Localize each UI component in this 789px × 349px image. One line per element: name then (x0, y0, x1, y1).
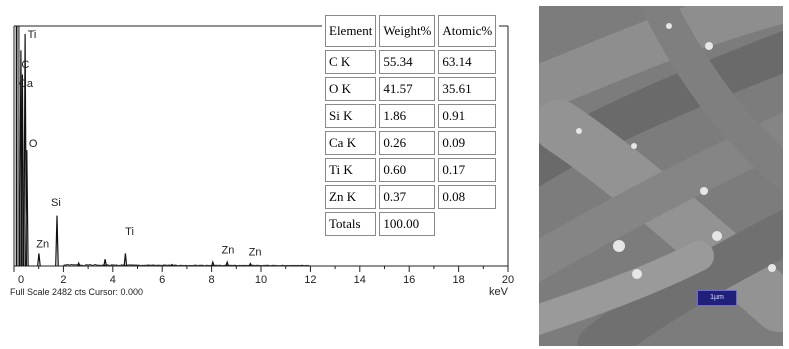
spectrum-minor-peak (211, 260, 215, 267)
cell-atomic: 0.91 (438, 104, 497, 128)
cell-weight: 41.57 (379, 77, 436, 101)
spectrum-peak (248, 262, 253, 267)
sem-micrograph: 1µm (539, 6, 783, 346)
header-element: Element (325, 15, 377, 47)
table-row: C K 55.34 63.14 (325, 50, 497, 74)
scale-bar-label: 1µm (697, 290, 737, 306)
peak-label: Ti (28, 29, 37, 41)
cell-weight: 1.86 (379, 104, 436, 128)
micrograph-particle (632, 269, 642, 279)
peak-label: Ca (19, 78, 34, 90)
x-tick-label: 20 (502, 274, 514, 286)
spectrum-peak (37, 253, 41, 267)
cell-element: O K (325, 77, 377, 101)
peak-label: C (21, 59, 29, 71)
peak-label: Zn (249, 246, 262, 258)
eds-spectrum-chart: 0 2 4 6 8 10 12 14 16 18 20 Ti C Ca O Si Zn Ti Zn Zn keV Full… (10, 25, 514, 298)
spectrum-footer: Full Scale 2482 cts Cursor: 0.000 (10, 287, 143, 297)
cell-atomic: 0.09 (438, 131, 497, 155)
spectrum-peak (20, 74, 25, 267)
table-header-row: Element Weight% Atomic% (325, 15, 497, 47)
micrograph-particle (576, 128, 582, 134)
x-tick-label: 0 (18, 274, 24, 286)
cell-element: Zn K (325, 185, 377, 209)
x-tick-label: 18 (452, 274, 464, 286)
spectrum-peak (55, 215, 59, 267)
micrograph-image (539, 6, 783, 346)
x-tick-label: 6 (159, 274, 165, 286)
peak-label: O (29, 138, 38, 150)
header-weight: Weight% (379, 15, 436, 47)
micrograph-particle (631, 143, 637, 149)
x-tick-label: 4 (110, 274, 116, 286)
micrograph-fiber (577, 209, 783, 346)
peak-label: Ti (125, 226, 134, 238)
x-tick-label: 16 (403, 274, 415, 286)
micrograph-particle (712, 231, 722, 241)
spectrum-peak (123, 253, 128, 267)
eds-spectrum-panel: 0 2 4 6 8 10 12 14 16 18 20 Ti C Ca O Si Zn Ti Zn Zn keV Full… (10, 25, 514, 298)
cell-element: Totals (325, 212, 377, 236)
x-tick-label: 10 (255, 274, 267, 286)
micrograph-particle (705, 42, 713, 50)
spectrum-baseline (63, 263, 310, 267)
micrograph-fiber (539, 241, 714, 336)
spectrum-minor-peak (103, 259, 107, 267)
table-row: Totals 100.00 (325, 212, 497, 236)
cell-atomic: 0.17 (438, 158, 497, 182)
micrograph-fiber (539, 30, 783, 187)
table-row: Ti K 0.60 0.17 (325, 158, 497, 182)
cell-weight: 100.00 (379, 212, 436, 236)
table-row: Zn K 0.37 0.08 (325, 185, 497, 209)
spectrum-minor-peak (76, 261, 81, 267)
peak-label: Zn (36, 239, 49, 251)
micrograph-particle (613, 240, 625, 252)
x-tick-label: 12 (304, 274, 316, 286)
cell-weight: 0.60 (379, 158, 436, 182)
spectrum-peak (225, 260, 229, 267)
cell-atomic: 0.08 (438, 185, 497, 209)
micrograph-particle (700, 187, 708, 195)
x-tick-label: 14 (354, 274, 366, 286)
table-row: Ca K 0.26 0.09 (325, 131, 497, 155)
cell-weight: 55.34 (379, 50, 436, 74)
table-row: O K 41.57 35.61 (325, 77, 497, 101)
cell-element: Ca K (325, 131, 377, 155)
table-row: Si K 1.86 0.91 (325, 104, 497, 128)
cell-atomic (438, 212, 497, 236)
cell-element: C K (325, 50, 377, 74)
cell-atomic: 35.61 (438, 77, 497, 101)
composition-table: Element Weight% Atomic% C K 55.34 63.14 O K… (322, 12, 500, 239)
x-tick-label: 2 (60, 274, 66, 286)
micrograph-fiber (539, 6, 783, 113)
spectrum-peak (25, 149, 29, 267)
x-tick-label: 8 (209, 274, 215, 286)
x-axis-label: keV (489, 286, 509, 298)
cell-weight: 0.26 (379, 131, 436, 155)
peak-label: Zn (221, 244, 234, 256)
micrograph-particle (666, 23, 672, 29)
header-atomic: Atomic% (438, 15, 497, 47)
cell-weight: 0.37 (379, 185, 436, 209)
peak-label: Si (51, 197, 61, 209)
cell-atomic: 63.14 (438, 50, 497, 74)
micrograph-particle (768, 264, 776, 272)
spectrum-minor-peak (170, 263, 174, 267)
cell-element: Ti K (325, 158, 377, 182)
cell-element: Si K (325, 104, 377, 128)
